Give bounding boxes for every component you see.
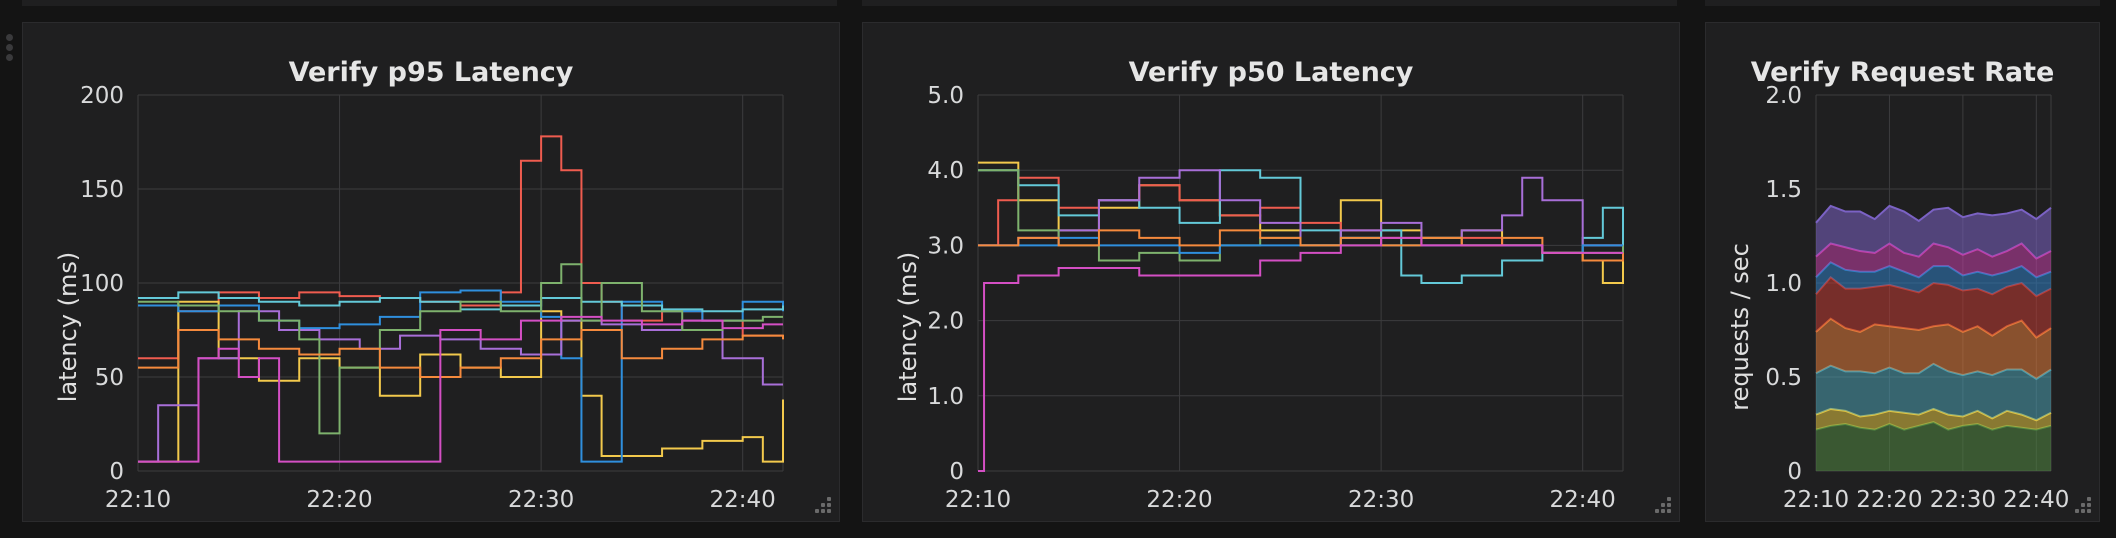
series-area-1 <box>1816 408 2051 430</box>
panel-title[interactable]: Verify Request Rate <box>1750 57 2055 88</box>
series-line-1 <box>138 300 784 463</box>
panel-p50-latency[interactable]: Verify p50 Latency latency (ms) 0 1.0 2.0 3… <box>862 22 1680 522</box>
y-tick-label: 4.0 <box>927 158 964 184</box>
series-line-7 <box>1815 204 2052 224</box>
panel-title[interactable]: Verify p95 Latency <box>288 57 574 88</box>
series-line-7 <box>978 236 1623 472</box>
panel-edge-top-3 <box>1705 0 2100 6</box>
y-tick-label: 0 <box>109 459 124 485</box>
x-tick-label: 22:30 <box>508 487 574 513</box>
drag-handle-icon[interactable] <box>6 34 14 66</box>
series-area-3 <box>1816 318 2051 379</box>
series-line-4 <box>138 310 783 463</box>
panel-title[interactable]: Verify p50 Latency <box>1128 57 1414 88</box>
request-rate-chart: 0 0.5 1.0 1.5 2.0 22:10 22:20 22:30 22:40 <box>1765 83 2069 513</box>
y-tick-label: 150 <box>80 177 124 203</box>
y-tick-label: 1.0 <box>1765 271 1802 297</box>
panel-request-rate[interactable]: Verify Request Rate requests / sec 0 0.5 1… <box>1705 22 2100 522</box>
x-tick-label: 22:30 <box>1348 487 1414 513</box>
y-tick-label: 0.5 <box>1765 365 1802 391</box>
series-area-2 <box>1816 363 2051 421</box>
x-tick-label: 22:10 <box>105 487 171 513</box>
x-tick-label: 22:30 <box>1930 487 1996 513</box>
y-tick-label: 5.0 <box>927 83 964 109</box>
x-tick-label: 22:20 <box>306 487 372 513</box>
y-tick-label: 1.5 <box>1765 177 1802 203</box>
resize-handle-icon[interactable] <box>1655 497 1675 517</box>
x-tick-label: 22:40 <box>710 487 776 513</box>
x-tick-label: 22:20 <box>1146 487 1212 513</box>
y-tick-label: 0 <box>1787 459 1802 485</box>
x-tick-label: 22:10 <box>945 487 1011 513</box>
series-line-6 <box>978 229 1624 262</box>
resize-handle-icon[interactable] <box>815 497 835 517</box>
x-tick-label: 22:20 <box>1856 487 1922 513</box>
p95-chart: 0 50 100 150 200 22:10 22:20 22:30 22:40 <box>80 83 784 513</box>
panel-p95-latency[interactable]: Verify p95 Latency latency (ms) 0 50 100 15… <box>22 22 840 522</box>
y-tick-label: 0 <box>949 459 964 485</box>
x-tick-label: 22:40 <box>1550 487 1616 513</box>
series-area-4 <box>1816 277 2051 338</box>
x-tick-label: 22:40 <box>2003 487 2069 513</box>
series-line-5 <box>138 263 783 435</box>
y-tick-label: 50 <box>95 365 124 391</box>
y-tick-label: 200 <box>80 83 124 109</box>
series-line-6 <box>138 329 784 378</box>
y-tick-label: 2.0 <box>927 309 964 335</box>
y-tick-label: 1.0 <box>927 384 964 410</box>
series-area-5 <box>1816 262 2051 297</box>
y-tick-label: 3.0 <box>927 233 964 259</box>
y-tick-label: 100 <box>80 271 124 297</box>
series-area-0 <box>1816 422 2051 471</box>
p50-chart: 0 1.0 2.0 3.0 4.0 5.0 22:10 22:20 22:30 22:40 <box>927 83 1624 513</box>
panel-edge-top-2 <box>862 0 1677 6</box>
panel-edge-top-1 <box>22 0 837 6</box>
series-line-0 <box>138 135 783 360</box>
resize-handle-icon[interactable] <box>2075 497 2095 517</box>
x-tick-label: 22:10 <box>1783 487 1849 513</box>
y-tick-label: 2.0 <box>1765 83 1802 109</box>
series-area-6 <box>1816 243 2051 278</box>
series-line-7 <box>138 315 783 463</box>
